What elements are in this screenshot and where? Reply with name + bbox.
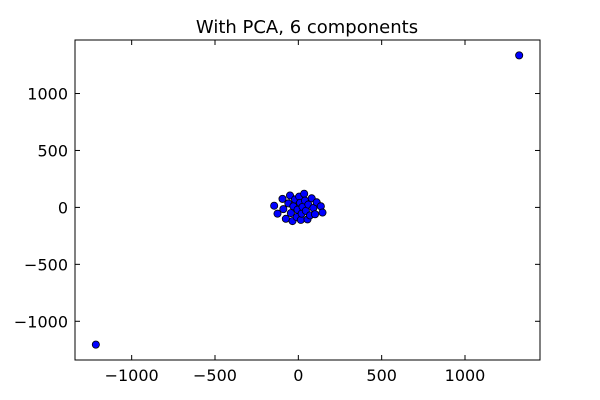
data-point bbox=[515, 51, 524, 60]
y-tick-label: 1000 bbox=[27, 85, 68, 104]
plot-frame bbox=[74, 39, 541, 361]
data-point bbox=[278, 194, 287, 203]
y-tick-label: 500 bbox=[37, 141, 68, 160]
y-tick-label: 0 bbox=[58, 198, 68, 217]
data-points bbox=[91, 51, 524, 349]
chart-title: With PCA, 6 components bbox=[196, 17, 418, 38]
x-tick-label: 500 bbox=[366, 366, 397, 385]
data-point bbox=[300, 189, 309, 198]
data-point bbox=[270, 201, 279, 210]
x-tick-label: −1000 bbox=[105, 366, 159, 385]
y-tick-label: −1000 bbox=[14, 312, 68, 331]
data-point bbox=[273, 209, 282, 218]
axis-ticks: −1000 −500 0 500 1000 −1000 −500 0 500 1000 bbox=[14, 40, 540, 385]
x-tick-label: 0 bbox=[293, 366, 303, 385]
data-point bbox=[286, 209, 295, 218]
data-point bbox=[281, 214, 290, 223]
data-point bbox=[91, 340, 100, 349]
data-point bbox=[279, 205, 288, 214]
y-tick-label: −500 bbox=[24, 255, 68, 274]
x-tick-label: 1000 bbox=[445, 366, 486, 385]
x-tick-label: −500 bbox=[193, 366, 237, 385]
data-point bbox=[310, 210, 319, 219]
data-point bbox=[318, 208, 327, 217]
